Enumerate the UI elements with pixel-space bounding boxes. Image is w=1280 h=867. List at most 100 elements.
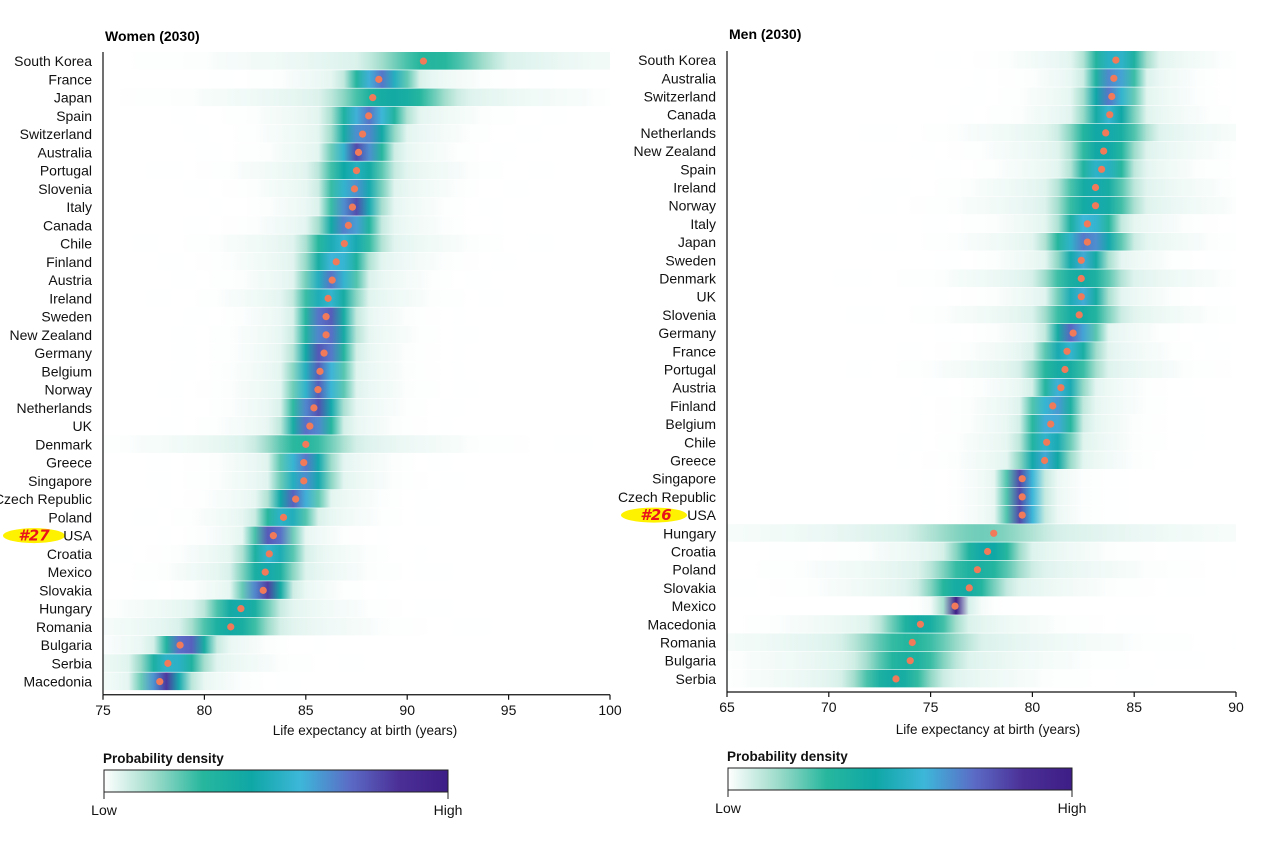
- country-label: Hungary: [663, 525, 716, 541]
- row-netherlands: Netherlands: [17, 398, 610, 418]
- point-estimate: [269, 532, 277, 540]
- row-croatia: Croatia: [47, 544, 610, 564]
- point-estimate: [259, 586, 267, 594]
- row-germany: Germany: [34, 344, 610, 363]
- density-band: [103, 362, 610, 381]
- country-label: Croatia: [47, 546, 92, 562]
- country-label: Italy: [690, 216, 716, 232]
- density-band: [727, 360, 1236, 379]
- point-estimate: [375, 75, 383, 83]
- density-band: [727, 560, 1236, 579]
- country-label: UK: [73, 418, 93, 434]
- country-label: Croatia: [671, 544, 716, 560]
- country-label: Norway: [45, 382, 92, 398]
- row-portugal: Portugal: [664, 360, 1236, 380]
- country-label: Slovenia: [38, 181, 92, 197]
- density-band: [103, 636, 610, 655]
- row-australia: Australia: [662, 69, 1236, 89]
- row-usa: #26 USA: [621, 506, 1236, 525]
- country-label: Netherlands: [17, 400, 93, 416]
- row-czech-republic: Czech Republic: [0, 490, 610, 509]
- country-label: Finland: [46, 254, 92, 270]
- country-label: Sweden: [41, 309, 92, 325]
- country-label: Mexico: [48, 564, 93, 580]
- country-label: Denmark: [659, 271, 717, 287]
- point-estimate: [354, 148, 363, 156]
- density-band: [103, 344, 610, 363]
- country-label: Macedonia: [24, 674, 93, 690]
- row-spain: Spain: [56, 106, 610, 126]
- point-estimate: [324, 294, 332, 302]
- row-czech-republic: Czech Republic: [618, 487, 1236, 507]
- point-estimate: [156, 678, 164, 686]
- density-band: [727, 142, 1236, 161]
- row-slovakia: Slovakia: [39, 581, 610, 601]
- legend-high-label: High: [1058, 800, 1087, 816]
- density-band: [727, 524, 1236, 543]
- women-x-axis: 75 80 85 90 95 100: [95, 52, 622, 718]
- row-japan: Japan: [678, 233, 1236, 252]
- point-estimate: [1018, 475, 1026, 483]
- row-new-zealand: New Zealand: [10, 325, 610, 345]
- x-tick-label: 85: [1126, 699, 1142, 715]
- point-estimate: [1049, 402, 1057, 410]
- country-label: Belgium: [665, 416, 716, 432]
- density-band: [727, 378, 1236, 397]
- density-band: [103, 52, 610, 71]
- point-estimate: [1110, 74, 1118, 82]
- legend-colorbar: [727, 767, 1073, 791]
- country-label: Macedonia: [648, 616, 717, 632]
- country-label: Belgium: [41, 363, 92, 379]
- density-band: [103, 125, 610, 144]
- women-panel-title: Women (2030): [105, 28, 200, 44]
- row-sweden: Sweden: [665, 251, 1236, 270]
- country-label: Spain: [680, 161, 716, 177]
- row-mexico: Mexico: [48, 563, 610, 582]
- row-poland: Poland: [48, 508, 610, 528]
- x-tick-label: 80: [1025, 699, 1041, 715]
- country-label: Greece: [46, 455, 92, 471]
- point-estimate: [973, 566, 982, 574]
- country-label: Serbia: [676, 671, 717, 687]
- density-band: [727, 123, 1236, 142]
- density-band: [727, 597, 1236, 616]
- country-label: Romania: [36, 619, 92, 635]
- density-band: [727, 342, 1236, 361]
- density-band: [103, 599, 610, 618]
- country-label: Bulgaria: [41, 637, 93, 653]
- row-singapore: Singapore: [28, 471, 610, 491]
- country-label: Chile: [60, 236, 92, 252]
- point-estimate: [1083, 220, 1091, 228]
- row-portugal: Portugal: [40, 161, 610, 181]
- point-estimate: [908, 638, 916, 647]
- country-label: USA: [63, 528, 92, 544]
- country-label: Singapore: [652, 471, 716, 487]
- density-band: [727, 615, 1236, 634]
- point-estimate: [279, 513, 288, 521]
- density-band: [103, 216, 610, 235]
- country-label: Mexico: [672, 598, 717, 614]
- point-estimate: [365, 112, 373, 120]
- country-label: Poland: [672, 562, 716, 578]
- country-label: Japan: [678, 234, 716, 250]
- country-label: France: [48, 71, 92, 87]
- country-label: Germany: [658, 325, 716, 341]
- country-label: Canada: [43, 217, 92, 233]
- country-label: Austria: [48, 272, 92, 288]
- density-band: [727, 396, 1236, 415]
- row-germany: Germany: [658, 324, 1236, 343]
- row-finland: Finland: [46, 252, 610, 272]
- density-band: [103, 307, 610, 326]
- row-austria: Austria: [48, 271, 610, 290]
- density-band: [727, 651, 1236, 670]
- row-macedonia: Macedonia: [648, 615, 1236, 635]
- point-estimate: [1112, 56, 1120, 64]
- point-estimate: [164, 659, 172, 667]
- point-estimate: [352, 167, 361, 175]
- point-estimate: [369, 94, 377, 102]
- density-band: [727, 415, 1236, 434]
- women-x-axis-label: Life expectancy at birth (years): [273, 723, 458, 738]
- density-band: [727, 233, 1236, 252]
- country-label: Germany: [34, 345, 92, 361]
